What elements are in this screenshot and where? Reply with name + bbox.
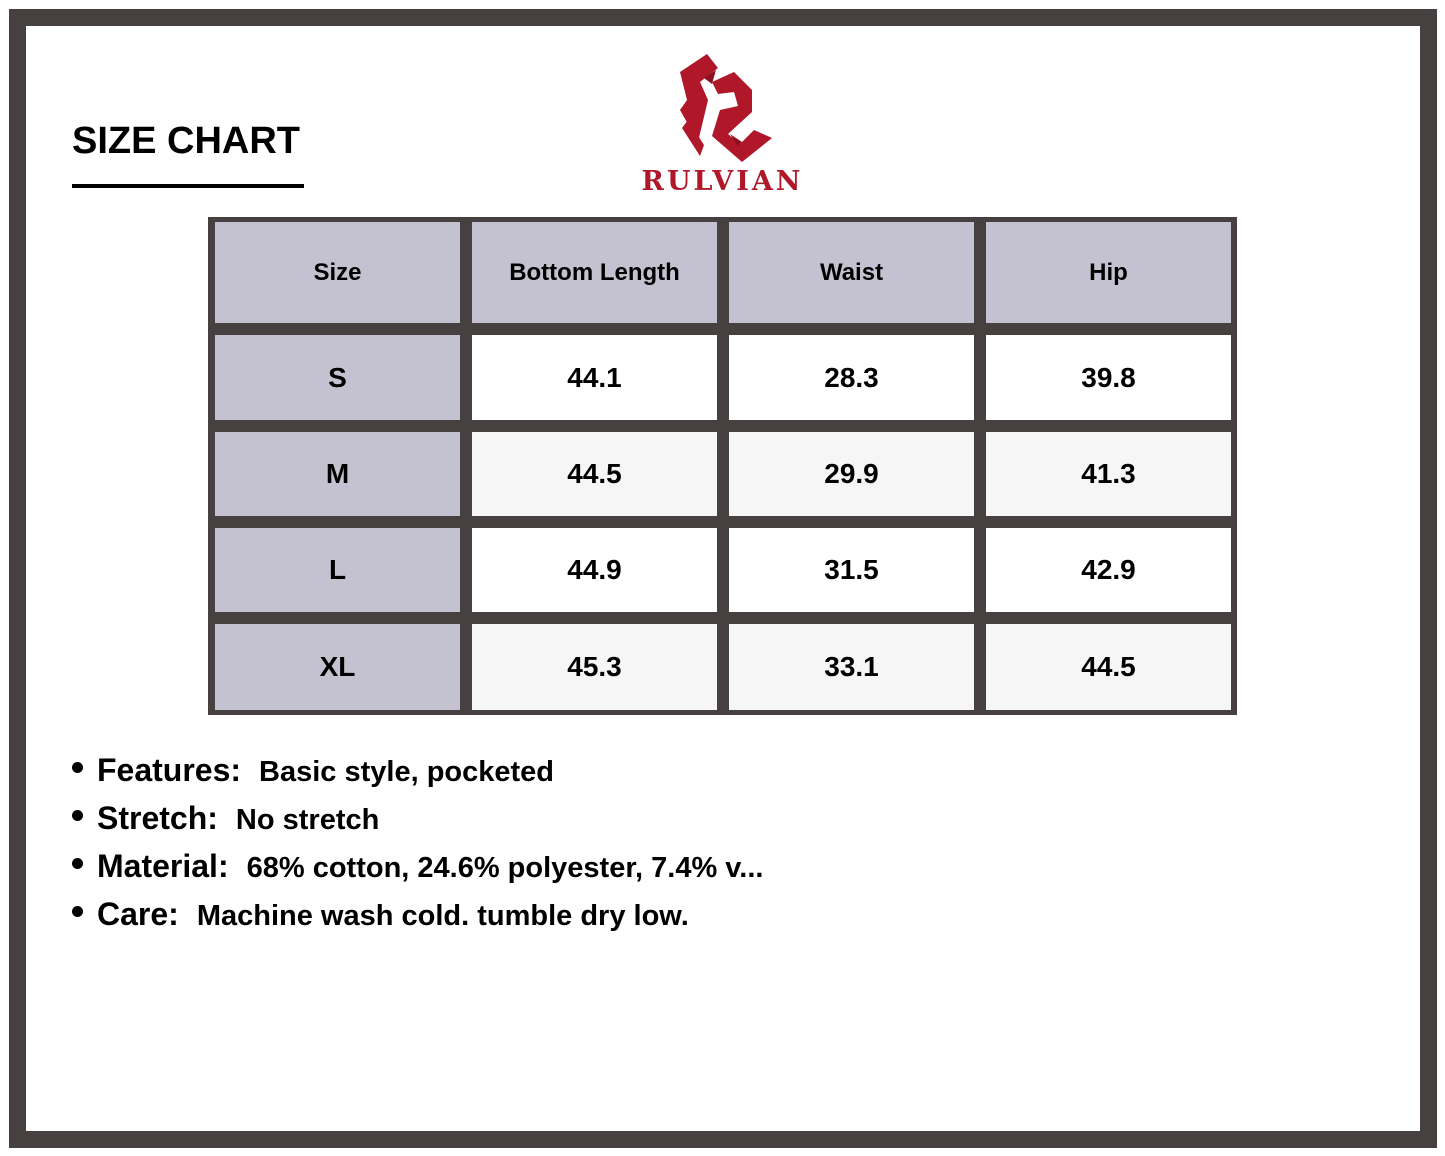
bullet-icon xyxy=(72,810,83,821)
size-cell: L xyxy=(215,528,460,612)
value-cell: 42.9 xyxy=(986,528,1231,612)
header-waist: Waist xyxy=(729,222,974,323)
header-size: Size xyxy=(215,222,460,323)
size-cell: XL xyxy=(215,624,460,710)
value-cell: 41.3 xyxy=(986,432,1231,516)
value-cell: 45.3 xyxy=(472,624,717,710)
value-cell: 44.5 xyxy=(986,624,1231,710)
note-label: Features: xyxy=(97,752,242,788)
bullet-icon xyxy=(72,858,83,869)
size-cell: M xyxy=(215,432,460,516)
value-cell: 44.1 xyxy=(472,335,717,420)
size-cell: S xyxy=(215,335,460,420)
value-cell: 31.5 xyxy=(729,528,974,612)
note-value: No stretch xyxy=(235,804,380,836)
page-title: SIZE CHART xyxy=(72,120,300,162)
note-label: Stretch: xyxy=(97,800,218,836)
header-bottom-length: Bottom Length xyxy=(472,222,717,323)
note-value: Machine wash cold. tumble dry low. xyxy=(196,900,689,932)
note-material: Material: 68% cotton, 24.6% polyester, 7… xyxy=(72,848,763,896)
note-value: Basic style, pocketed xyxy=(259,756,555,788)
product-notes: Features: Basic style, pocketed Stretch:… xyxy=(72,752,763,944)
title-underline xyxy=(72,184,304,188)
note-label: Care: xyxy=(97,896,179,932)
value-cell: 28.3 xyxy=(729,335,974,420)
note-stretch: Stretch: No stretch xyxy=(72,800,763,848)
value-cell: 33.1 xyxy=(729,624,974,710)
note-value: 68% cotton, 24.6% polyester, 7.4% v... xyxy=(246,852,764,884)
bullet-icon xyxy=(72,906,83,917)
bullet-icon xyxy=(72,762,83,773)
value-cell: 29.9 xyxy=(729,432,974,516)
note-features: Features: Basic style, pocketed xyxy=(72,752,763,800)
note-care: Care: Machine wash cold. tumble dry low. xyxy=(72,896,763,944)
value-cell: 39.8 xyxy=(986,335,1231,420)
note-label: Material: xyxy=(97,848,229,884)
header-hip: Hip xyxy=(986,222,1231,323)
brand-name: RULVIAN xyxy=(641,166,804,197)
value-cell: 44.5 xyxy=(472,432,717,516)
size-table: Size Bottom Length Waist Hip S 44.1 28.3… xyxy=(208,217,1237,715)
value-cell: 44.9 xyxy=(472,528,717,612)
brand-logo-icon xyxy=(680,54,772,162)
